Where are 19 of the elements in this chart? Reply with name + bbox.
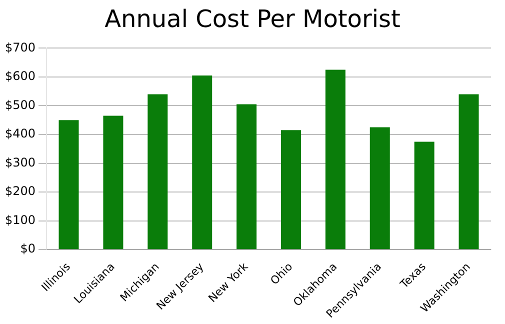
bar: [414, 142, 434, 250]
y-tick-label: $600: [4, 69, 36, 84]
bar: [325, 70, 346, 250]
y-tick-label: $0: [20, 242, 36, 256]
bar: [236, 104, 257, 250]
y-tick-label: $200: [4, 184, 36, 198]
bar: [148, 94, 168, 250]
bar: [370, 127, 390, 250]
bar: [280, 130, 301, 250]
chart-title: Annual Cost Per Motorist: [104, 4, 402, 35]
bar: [58, 120, 79, 250]
bar: [192, 76, 212, 250]
bar: [458, 94, 479, 250]
y-tick-label: $300: [4, 155, 36, 170]
bar: [103, 116, 124, 250]
y-tick-label: $500: [4, 98, 36, 112]
y-tick-label: $400: [4, 126, 36, 141]
y-tick-label: $700: [4, 40, 36, 54]
y-tick-label: $100: [4, 212, 36, 227]
